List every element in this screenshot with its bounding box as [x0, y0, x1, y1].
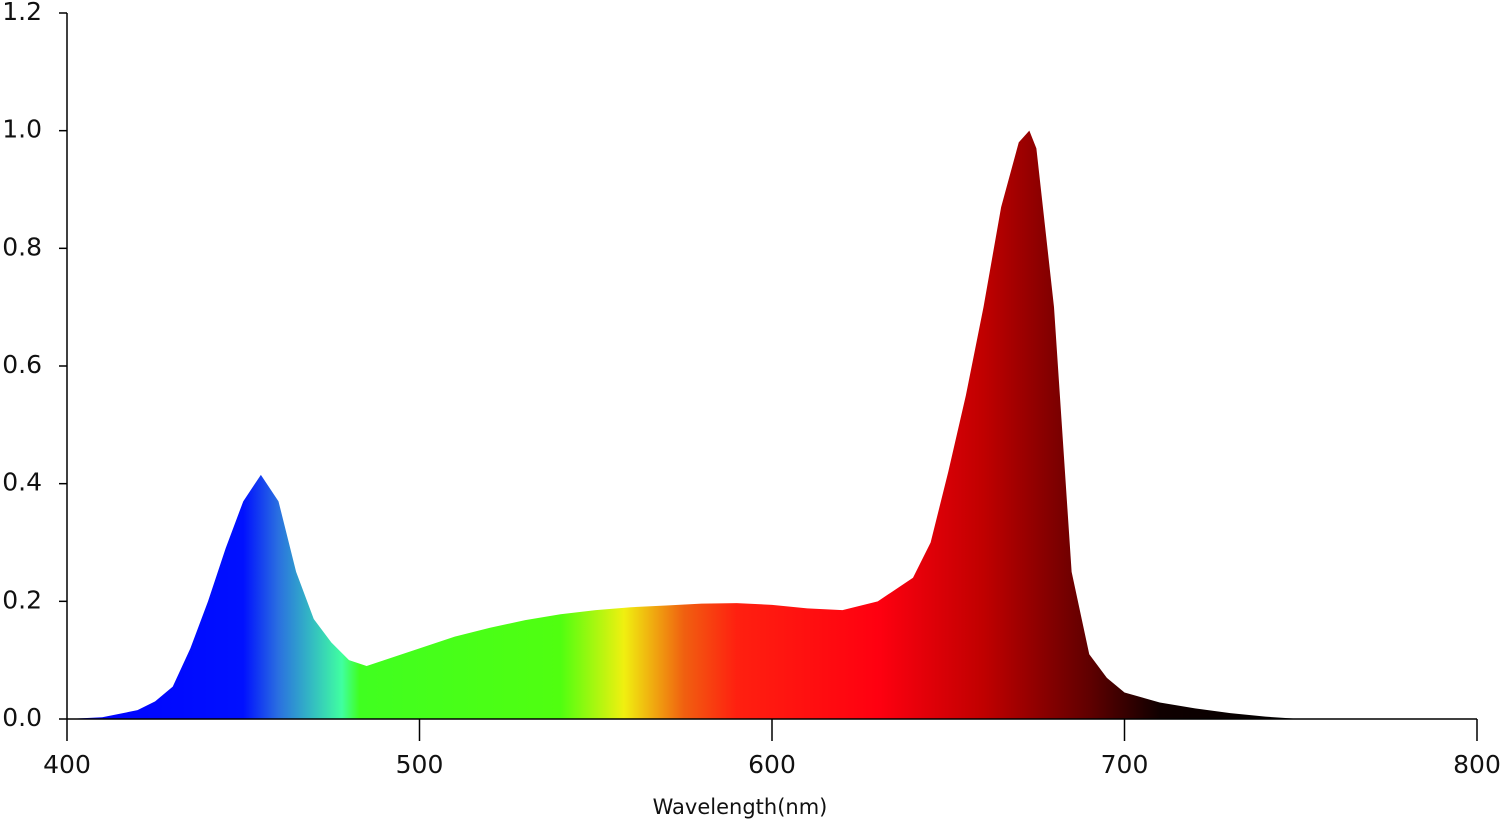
y-tick-label: 1.0 — [2, 115, 42, 144]
x-tick-label: 800 — [1453, 750, 1500, 779]
x-axis-label: Wavelength(nm) — [653, 795, 828, 819]
y-tick-label: 0.0 — [2, 703, 42, 732]
x-tick-label: 600 — [748, 750, 796, 779]
x-tick-label: 400 — [43, 750, 91, 779]
x-tick-label: 700 — [1101, 750, 1149, 779]
y-tick-label: 1.2 — [2, 0, 42, 26]
y-tick-label: 0.4 — [2, 468, 42, 497]
y-tick-label: 0.2 — [2, 585, 42, 614]
spectrum-area — [67, 130, 1301, 719]
y-tick-label: 0.6 — [2, 350, 42, 379]
x-tick-label: 500 — [396, 750, 444, 779]
y-tick-label: 0.8 — [2, 232, 42, 261]
